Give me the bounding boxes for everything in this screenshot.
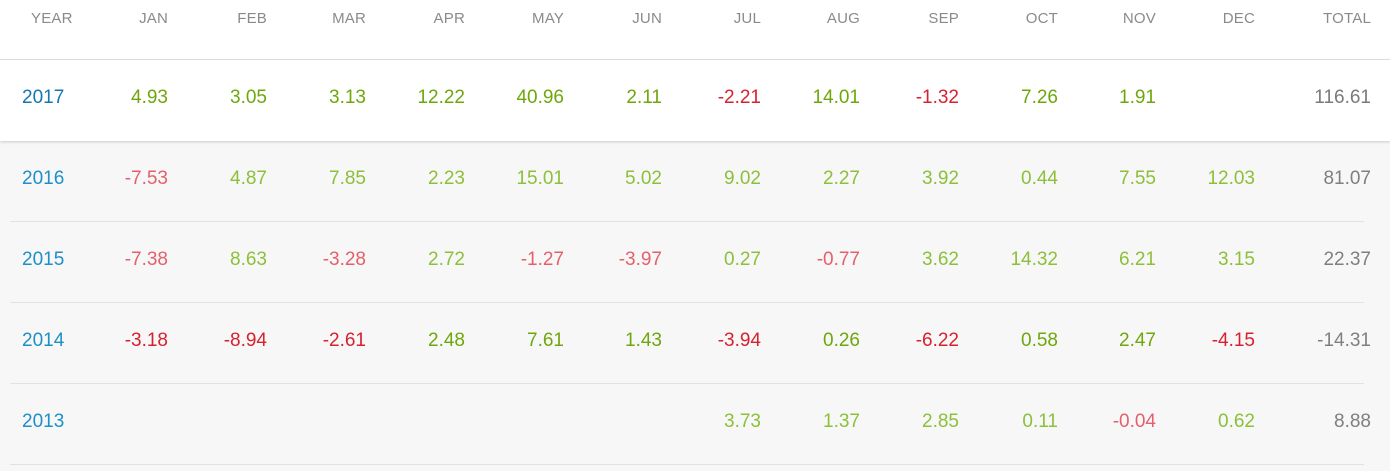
cell-dec: -4.15 <box>1211 330 1255 351</box>
cell-sep: -1.32 <box>915 87 959 108</box>
cell-may: 7.61 <box>527 330 564 351</box>
cell-nov: 6.21 <box>1119 249 1156 270</box>
cell-feb: 3.05 <box>230 87 267 108</box>
cell-total: 8.88 <box>1334 411 1371 432</box>
cell-aug: 14.01 <box>812 87 860 108</box>
cell-aug: 2.27 <box>823 168 860 189</box>
cell-mar: 7.85 <box>329 168 366 189</box>
cell-jul: 3.73 <box>724 411 761 432</box>
cell-nov: 2.47 <box>1119 330 1156 351</box>
cell-feb: 8.63 <box>230 249 267 270</box>
cell-jul: -3.94 <box>717 330 761 351</box>
table-row-2015: 2015 -7.38 8.63 -3.28 2.72 -1.27 -3.97 0.27 -0.7… <box>0 222 1390 303</box>
cell-oct: 0.44 <box>1021 168 1058 189</box>
header-apr: APR <box>433 10 465 27</box>
cell-may: 15.01 <box>516 168 564 189</box>
cell-jul: -2.21 <box>717 87 761 108</box>
cell-apr: 2.72 <box>428 249 465 270</box>
row-divider <box>10 302 1364 303</box>
cell-aug: 0.26 <box>823 330 860 351</box>
cell-sep: 2.85 <box>922 411 959 432</box>
cell-nov: 1.91 <box>1119 87 1156 108</box>
cell-may: 40.96 <box>516 87 564 108</box>
cell-total: 81.07 <box>1323 168 1371 189</box>
header-mar: MAR <box>332 10 366 27</box>
cell-feb: 4.87 <box>230 168 267 189</box>
cell-mar: -3.28 <box>322 249 366 270</box>
header-jun: JUN <box>632 10 662 27</box>
cell-jul: 9.02 <box>724 168 761 189</box>
cell-oct: 7.26 <box>1021 87 1058 108</box>
year-link[interactable]: 2016 <box>22 168 65 189</box>
cell-apr: 2.23 <box>428 168 465 189</box>
cell-apr: 2.48 <box>428 330 465 351</box>
cell-feb: -8.94 <box>223 330 267 351</box>
header-aug: AUG <box>826 10 860 27</box>
row-divider <box>10 383 1364 384</box>
cell-dec: 12.03 <box>1207 168 1255 189</box>
table-row-2016: 2016 -7.53 4.87 7.85 2.23 15.01 5.02 9.02 2.27 3.… <box>0 141 1390 222</box>
year-link[interactable]: 2014 <box>22 330 65 351</box>
table-row-2014: 2014 -3.18 -8.94 -2.61 2.48 7.61 1.43 -3.94 0.26… <box>0 303 1390 384</box>
row-divider <box>10 464 1364 465</box>
header-year: YEAR <box>31 10 73 27</box>
cell-total: 22.37 <box>1323 249 1371 270</box>
cell-jan: 4.93 <box>131 87 168 108</box>
cell-total: 116.61 <box>1314 87 1371 108</box>
cell-apr: 12.22 <box>417 87 465 108</box>
cell-oct: 0.58 <box>1021 330 1058 351</box>
cell-oct: 0.11 <box>1022 411 1058 432</box>
header-dec: DEC <box>1222 10 1255 27</box>
header-may: MAY <box>532 10 564 27</box>
header-jul: JUL <box>733 10 761 27</box>
year-link[interactable]: 2015 <box>22 249 65 270</box>
cell-jul: 0.27 <box>724 249 761 270</box>
cell-dec: 0.62 <box>1218 411 1255 432</box>
header-feb: FEB <box>237 10 267 27</box>
cell-jan: -3.18 <box>124 330 168 351</box>
cell-mar: 3.13 <box>329 87 366 108</box>
table-row-2017: 2017 4.93 3.05 3.13 12.22 40.96 2.11 -2.21 14.01… <box>0 60 1390 141</box>
header-oct: OCT <box>1025 10 1058 27</box>
header-total: TOTAL <box>1323 10 1371 27</box>
cell-nov: -0.04 <box>1112 411 1156 432</box>
cell-jun: -3.97 <box>618 249 662 270</box>
header-sep: SEP <box>928 10 959 27</box>
header-nov: NOV <box>1122 10 1156 27</box>
header-jan: JAN <box>139 10 168 27</box>
cell-jun: 5.02 <box>625 168 662 189</box>
cell-nov: 7.55 <box>1119 168 1156 189</box>
cell-jun: 1.43 <box>625 330 662 351</box>
cell-may: -1.27 <box>520 249 564 270</box>
cell-aug: 1.37 <box>823 411 860 432</box>
year-link[interactable]: 2013 <box>22 411 65 432</box>
cell-sep: 3.62 <box>922 249 959 270</box>
row-divider <box>10 221 1364 222</box>
year-link[interactable]: 2017 <box>22 87 65 108</box>
cell-aug: -0.77 <box>816 249 860 270</box>
cell-sep: 3.92 <box>922 168 959 189</box>
cell-sep: -6.22 <box>915 330 959 351</box>
cell-mar: -2.61 <box>322 330 366 351</box>
cell-jan: -7.38 <box>124 249 168 270</box>
cell-oct: 14.32 <box>1010 249 1058 270</box>
table-header: YEAR JAN FEB MAR APR MAY JUN JUL AUG SEP… <box>0 0 1390 60</box>
cell-total: -14.31 <box>1317 330 1371 351</box>
cell-jan: -7.53 <box>124 168 168 189</box>
cell-jun: 2.11 <box>626 87 662 108</box>
table-row-2013: 2013 3.73 1.37 2.85 0.11 -0.04 0.62 8.88 <box>0 384 1390 465</box>
cell-dec: 3.15 <box>1218 249 1255 270</box>
